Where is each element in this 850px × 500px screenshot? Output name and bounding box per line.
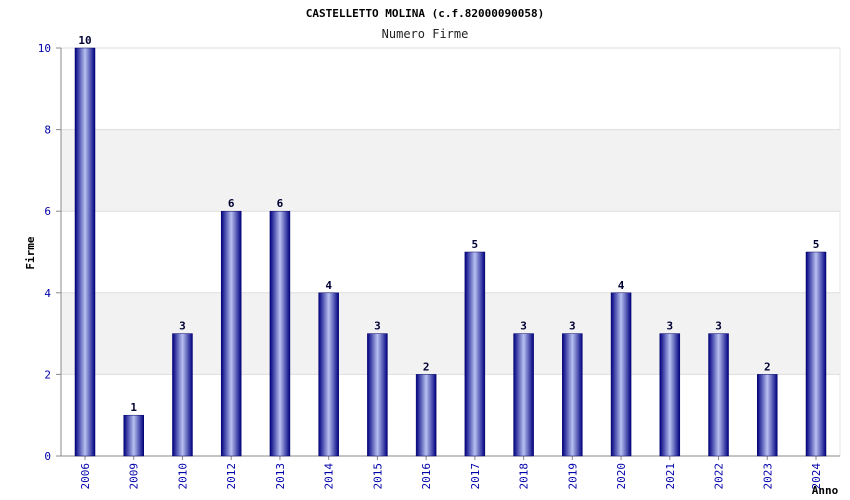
bar-2023 [757,374,778,457]
bar-2006 [74,47,96,457]
x-tick-label-2015: 2015 [371,463,384,490]
y-tick-label: 4 [44,287,51,300]
bar-2020 [610,292,632,457]
x-tick-label-2021: 2021 [664,463,677,490]
data-label-2020: 4 [618,279,625,292]
data-label-2014: 4 [325,279,332,292]
bar-2016 [415,374,437,457]
x-tick-label-2006: 2006 [79,463,92,490]
chart-subtitle: Numero Firme [382,27,469,41]
bar-2017 [464,251,486,457]
bars [74,47,827,457]
bar-2010 [172,333,193,457]
y-axis-label: Firme [24,236,37,269]
data-label-2023: 2 [764,360,771,373]
data-label-2015: 3 [374,320,381,333]
y-tick-label: 8 [44,124,51,137]
x-tick-label-2019: 2019 [566,463,579,490]
y-tick-label: 10 [38,42,51,55]
bar-2015 [367,333,388,457]
x-tick-label-2022: 2022 [713,463,726,490]
data-label-2021: 3 [666,320,673,333]
bar-2013 [269,210,291,457]
x-tick-label-2013: 2013 [274,463,287,490]
y-tick-label: 0 [44,450,51,463]
bar-2014 [318,292,339,457]
data-label-2010: 3 [179,320,186,333]
bar-2009 [123,414,144,457]
bar-2022 [708,333,729,457]
x-tick-label-2016: 2016 [420,463,433,490]
bar-2019 [562,333,583,457]
labels: 10 2006 1 2009 3 2010 6 2012 6 2013 4 2014 3 2015 2 201… [78,34,823,490]
x-tick-label-2024: 2024 [810,463,823,490]
bar-2012 [220,210,242,457]
data-label-2024: 5 [813,238,820,251]
bar-2021 [659,333,681,457]
data-label-2018: 3 [520,320,527,333]
x-tick-label-2018: 2018 [518,463,531,490]
data-label-2016: 2 [423,360,430,373]
data-label-2019: 3 [569,320,576,333]
y-tick-label: 2 [44,368,51,381]
x-tick-label-2023: 2023 [761,463,774,490]
data-label-2009: 1 [130,401,137,414]
data-label-2013: 6 [277,197,284,210]
x-axis-label: Anno [812,484,839,497]
bar-2024 [805,251,827,457]
data-label-2006: 10 [78,34,91,47]
y-tick-label: 6 [44,205,51,218]
x-tick-label-2010: 2010 [176,463,189,490]
x-tick-label-2014: 2014 [323,463,336,490]
x-tick-label-2017: 2017 [469,463,482,490]
x-tick-label-2012: 2012 [225,463,238,490]
bar-2018 [513,333,534,457]
data-label-2017: 5 [472,238,479,251]
data-label-2022: 3 [715,320,722,333]
grid-band [61,129,840,212]
chart-title: CASTELLETTO MOLINA (c.f.82000090058) [306,7,544,20]
data-label-2012: 6 [228,197,235,210]
x-tick-label-2009: 2009 [128,463,141,490]
x-tick-label-2020: 2020 [615,463,628,490]
